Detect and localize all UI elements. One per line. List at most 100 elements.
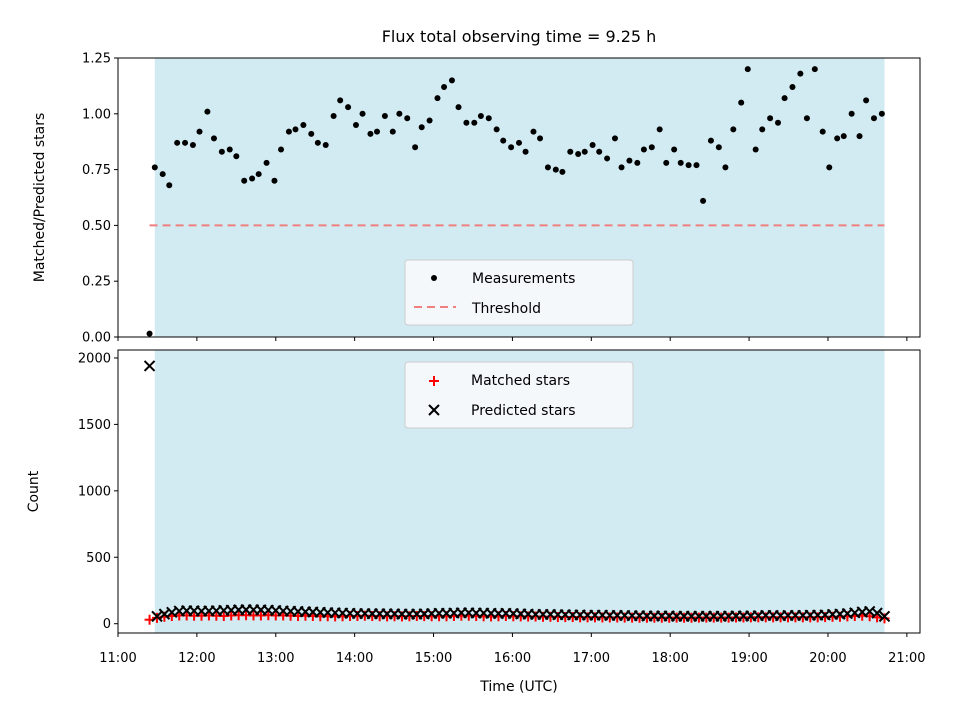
measurement-point [685, 162, 692, 169]
measurement-point [508, 144, 515, 151]
top-legend: Measurements Threshold [404, 259, 634, 326]
top-y-axis-label: Matched/Predicted stars [32, 113, 48, 283]
measurement-point [803, 115, 810, 122]
predicted-x-b [166, 606, 178, 618]
measurement-point [263, 159, 270, 166]
measurement-point [552, 166, 559, 173]
measurement-point [738, 99, 745, 106]
measurement-point [500, 137, 507, 144]
x-tick-label: 16:00 [494, 651, 531, 666]
chart-title: Flux total observing time = 9.25 h [382, 27, 657, 46]
measurement-point [204, 108, 211, 115]
measurement-point [233, 153, 240, 160]
bottom-y-tick-label: 1500 [78, 418, 111, 433]
measurement-point [767, 115, 774, 122]
measurement-point [781, 95, 788, 102]
measurement-point [314, 139, 321, 146]
measurement-point [278, 146, 285, 153]
measurement-point [775, 119, 782, 126]
predicted-x-b [841, 607, 854, 620]
measurement-point [840, 133, 847, 140]
x-tick-label: 17:00 [573, 651, 610, 666]
bottom-marks [143, 360, 891, 625]
x-tick-label: 12:00 [178, 651, 215, 666]
bottom-y-axis-label: Count [26, 470, 42, 512]
x-tick-label: 14:00 [336, 651, 373, 666]
measurement-point [677, 159, 684, 166]
measurement-point [345, 104, 352, 111]
predicted-star-point [151, 610, 163, 623]
measurement-point [322, 142, 329, 149]
measurement-point [870, 115, 877, 122]
bottom-y-tick-label: 1000 [78, 484, 111, 499]
top-y-tick-label: 0.00 [82, 331, 111, 346]
measurement-point [367, 130, 374, 137]
measurement-point [292, 126, 299, 133]
legend-measurements-label: Measurements [472, 271, 575, 287]
predicted-x-b [151, 610, 163, 623]
measurement-point [611, 135, 618, 142]
measurement-point [271, 177, 278, 184]
measurement-point [604, 155, 611, 162]
measurement-point [730, 126, 737, 133]
measurement-point [285, 128, 292, 135]
measurement-point [878, 110, 885, 117]
measurement-point [826, 164, 833, 171]
legend-predicted-b [428, 404, 440, 416]
measurement-point [210, 135, 217, 142]
bottom-y-tick-label: 2000 [78, 351, 111, 366]
predicted-x-b [158, 608, 171, 620]
top-axes-frame [117, 57, 921, 338]
measurement-point [471, 119, 478, 126]
measurement-point [389, 128, 396, 135]
measurement-point [700, 197, 707, 204]
top-y-tick-label: 0.75 [82, 163, 111, 178]
measurement-point [626, 157, 633, 164]
x-tick-label: 20:00 [809, 651, 846, 666]
measurement-point [797, 70, 804, 77]
measurement-point [146, 330, 153, 337]
measurement-point [596, 148, 603, 155]
legend-matched-label: Matched stars [471, 373, 570, 389]
measurement-point [671, 146, 678, 153]
measurement-point [640, 146, 647, 153]
measurement-point [151, 164, 158, 171]
measurement-point [544, 164, 551, 171]
top-panel: 0.00 0.25 0.50 0.75 1.00 1.25 Flux total obse… [32, 27, 921, 346]
predicted-x-b [871, 607, 883, 619]
top-y-tick-label: 0.25 [82, 275, 111, 290]
measurement-point [618, 164, 625, 171]
predicted-star-point [871, 607, 883, 619]
measurement-point [434, 95, 441, 102]
measurement-point [789, 84, 796, 91]
predicted-x-b [849, 607, 861, 619]
measurement-point [166, 182, 173, 189]
measurement-point [448, 77, 455, 84]
measurement-point [218, 148, 225, 155]
measurement-point [249, 175, 256, 182]
measurement-point [196, 128, 203, 135]
top-x-ticks [117, 337, 908, 341]
top-y-tick-label: 1.25 [82, 52, 111, 67]
legend-predicted-marker [428, 404, 440, 416]
x-tick-label: 11:00 [99, 651, 136, 666]
measurement-point [589, 142, 596, 149]
top-y-tick-label: 0.50 [82, 219, 111, 234]
measurement-point [441, 84, 448, 91]
measurement-point [811, 66, 818, 73]
measurement-point [352, 121, 359, 128]
measurement-point [759, 126, 766, 133]
measurement-point [537, 135, 544, 142]
measurement-point [581, 148, 588, 155]
legend-measurement-marker [431, 275, 437, 281]
measurement-point [522, 148, 529, 155]
measurement-point [663, 159, 670, 166]
measurement-point [648, 144, 655, 151]
measurement-point [404, 115, 411, 122]
top-legend-box [404, 259, 634, 326]
measurement-point [575, 150, 582, 157]
predicted-star-point [143, 360, 156, 372]
x-axis-label: Time (UTC) [479, 679, 557, 695]
